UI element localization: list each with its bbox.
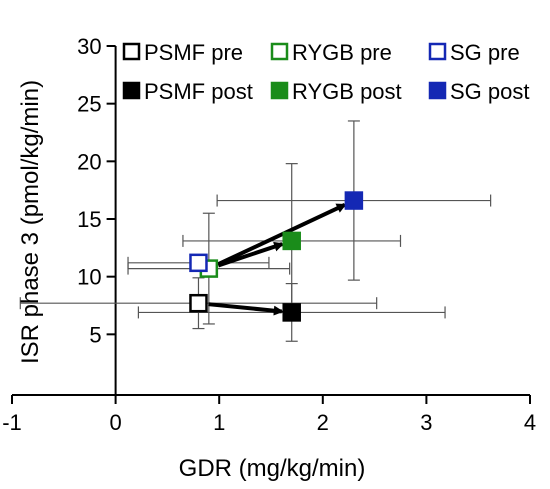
data-point-sg-pre [189, 253, 208, 273]
data-point-psmf-post [282, 303, 301, 322]
x-axis-title: GDR (mg/kg/min) [179, 455, 366, 482]
legend-label-psmf-post: PSMF post [144, 79, 253, 104]
legend-label-rygb-pre: RYGB pre [292, 40, 392, 65]
trend-arrow [217, 202, 347, 267]
x-tick-label: 4 [524, 410, 536, 435]
legend-label-rygb-post: RYGB post [292, 79, 402, 104]
y-axis-title: ISR phase 3 (pmol/kg/min) [17, 80, 44, 364]
legend-swatch-rygb-pre [270, 42, 289, 61]
y-tick-label: 20 [77, 149, 101, 174]
x-tick-label: 3 [420, 410, 432, 435]
y-tick-label: 15 [77, 207, 101, 232]
x-tick-label: -1 [2, 410, 22, 435]
data-point-rygb-post [282, 231, 301, 251]
legend-label-psmf-pre: PSMF pre [144, 40, 243, 65]
y-tick-label: 30 [77, 34, 101, 59]
y-tick-label: 25 [77, 92, 101, 117]
x-tick-label: 1 [213, 410, 225, 435]
trend-arrow [208, 302, 284, 316]
legend-swatch-psmf-pre [122, 42, 141, 61]
data-point-psmf-pre [189, 293, 208, 313]
x-tick-label: 0 [109, 410, 121, 435]
x-tick-label: 2 [317, 410, 329, 435]
y-tick-label: 10 [77, 265, 101, 290]
legend-swatch-sg-pre [428, 42, 447, 61]
legend-swatch-rygb-post [270, 81, 289, 100]
data-point-sg-post [344, 191, 364, 210]
trend-arrow [217, 241, 285, 268]
legend-label-sg-pre: SG pre [450, 40, 520, 65]
y-tick-label: 5 [89, 322, 101, 347]
legend-swatch-sg-post [428, 81, 447, 100]
legend-swatch-psmf-post [122, 81, 141, 100]
legend-label-sg-post: SG post [450, 79, 529, 104]
